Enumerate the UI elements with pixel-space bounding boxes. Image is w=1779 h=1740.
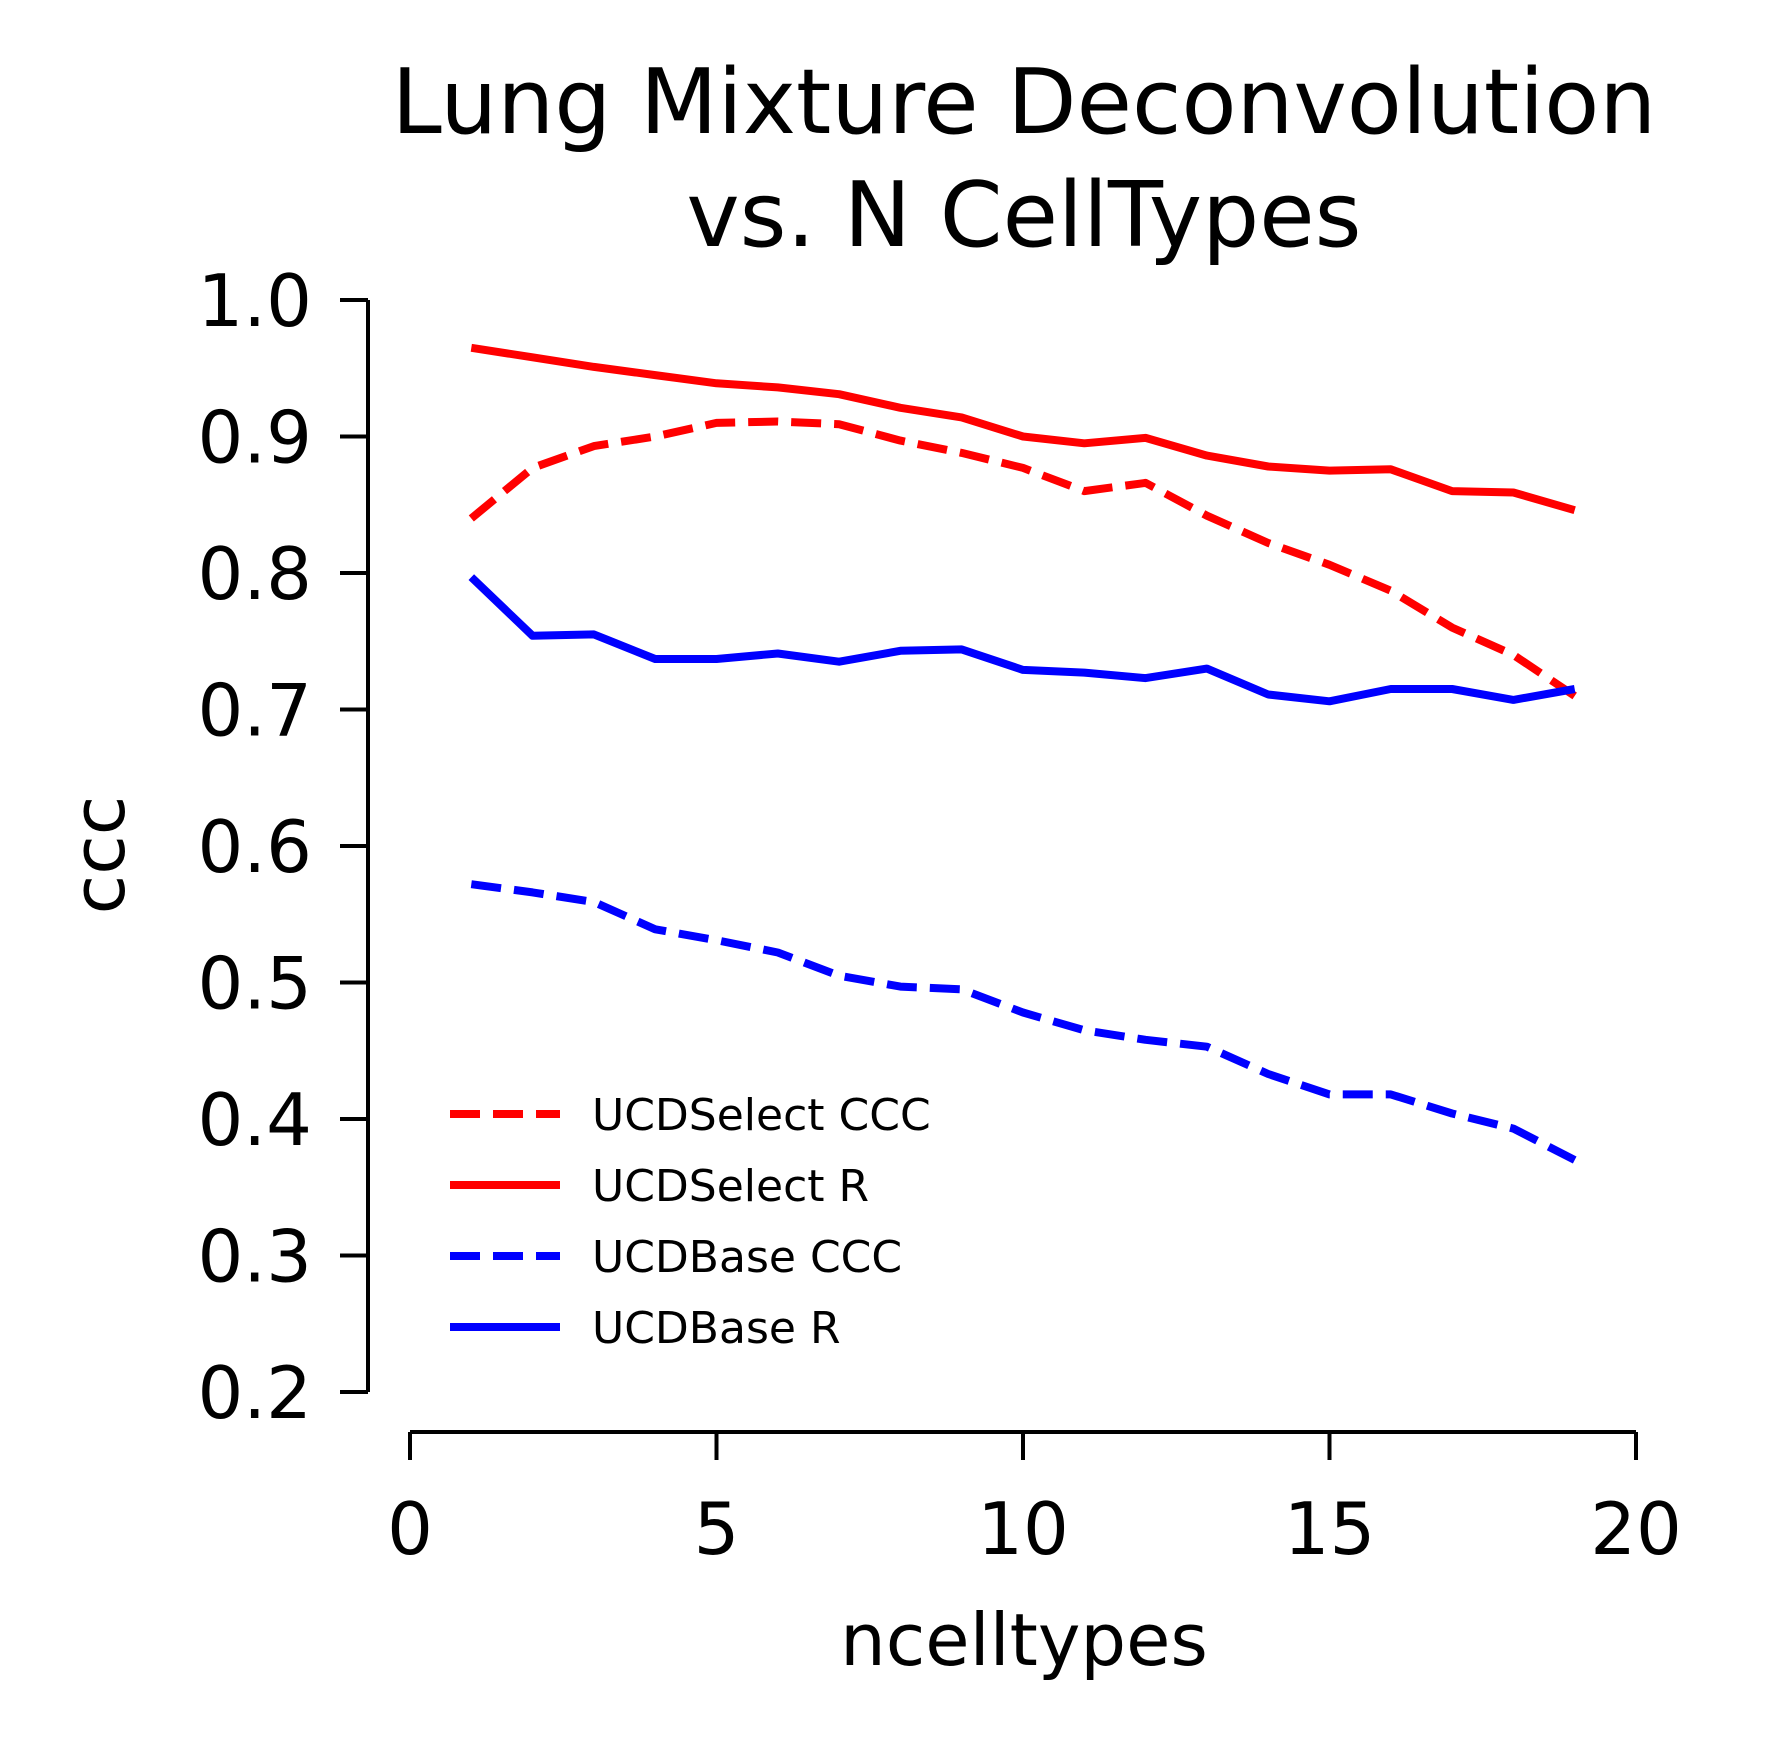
x-axis: 0 5 10 15 20 [387,1430,1682,1571]
legend-label: UCDBase CCC [592,1232,902,1283]
legend-label: UCDSelect R [592,1161,869,1212]
x-tick-label: 10 [977,1487,1069,1571]
y-tick-label: 0.2 [197,1351,312,1435]
series-line-ucdbase-ccc [470,880,1577,1164]
series-layer [468,343,1577,1164]
x-tick-label: 15 [1284,1487,1376,1571]
y-axis-label: ccc [57,796,141,915]
series-line-ucdselect-ccc [468,417,1577,700]
chart-title-line-1: Lung Mixture Deconvolution [392,50,1657,155]
chart-title-line-2: vs. N CellTypes [686,163,1361,268]
series-line-ucdselect-r [470,343,1576,515]
x-tick-label: 20 [1590,1487,1682,1571]
legend-label: UCDSelect CCC [592,1090,931,1141]
y-tick-label: 0.5 [197,942,312,1026]
y-tick-label: 1.0 [197,259,312,343]
x-tick-label: 5 [694,1487,740,1571]
y-tick-label: 0.6 [197,805,312,889]
legend: UCDSelect CCC UCDSelect R UCDBase CCC UCDBa… [450,1090,931,1354]
y-tick-label: 0.8 [197,532,312,616]
y-axis: 0.2 0.3 0.4 0.5 0.6 0.7 0.8 0.9 1.0 [197,259,370,1435]
chart-title: Lung Mixture Deconvolution vs. N CellTyp… [392,50,1657,268]
y-tick-label: 0.3 [197,1215,312,1299]
x-axis-label: ncelltypes [840,1598,1208,1682]
y-tick-label: 0.9 [197,396,312,480]
y-tick-label: 0.4 [197,1078,312,1162]
legend-label: UCDBase R [592,1303,841,1354]
y-tick-label: 0.7 [197,669,312,753]
series-line-ucdbase-r [468,574,1576,706]
x-tick-label: 0 [387,1487,433,1571]
